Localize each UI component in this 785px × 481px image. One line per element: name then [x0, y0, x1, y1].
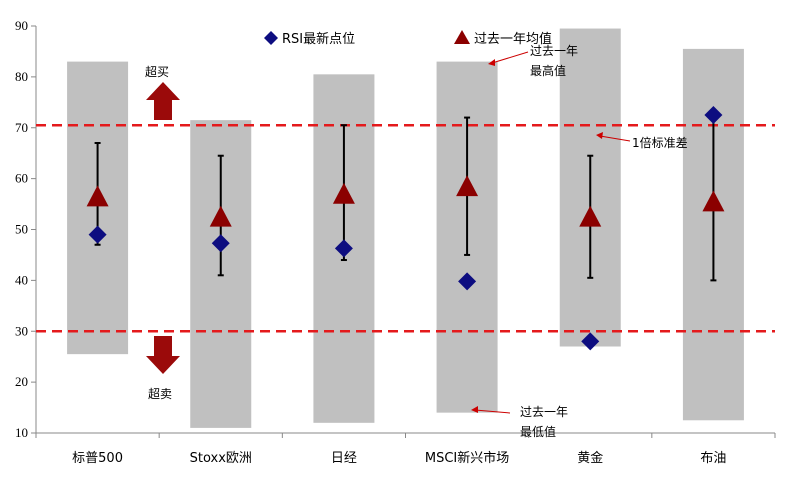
mean-markers	[86, 175, 725, 227]
annotation-min-line2: 最低值	[520, 424, 556, 439]
legend-mean-label: 过去一年均值	[474, 31, 552, 47]
y-tick-labels: 10 20 30 40 50 60 70 80 90	[15, 18, 28, 440]
rsi-marker-5	[704, 106, 723, 125]
mean-marker-2	[332, 182, 355, 204]
oversold-arrow: 超卖	[146, 336, 180, 401]
y-tick-label: 40	[15, 272, 28, 287]
std-error-bars	[94, 116, 717, 282]
annotation-sd: 1倍标准差	[596, 132, 688, 150]
legend-rsi-label: RSI最新点位	[282, 31, 355, 47]
category-label-5: 布油	[700, 451, 726, 466]
rsi-marker-3	[458, 272, 477, 291]
category-label-4: 黄金	[577, 450, 603, 466]
overbought-arrow: 超买	[145, 64, 180, 120]
annotation-max: 过去一年 最高值	[488, 44, 578, 78]
legend: RSI最新点位 过去一年均值	[264, 30, 552, 47]
y-tick-label: 10	[15, 425, 28, 440]
rsi-marker-2	[334, 239, 353, 258]
legend-mean-marker	[454, 30, 470, 44]
annotation-sd-label: 1倍标准差	[632, 135, 688, 150]
mean-marker-5	[702, 190, 725, 212]
y-tick-label: 20	[15, 374, 28, 389]
mean-marker-0	[86, 185, 109, 207]
annotation-min-line1: 过去一年	[520, 405, 568, 419]
up-arrow-icon	[146, 82, 180, 120]
y-tick-label: 70	[15, 120, 28, 135]
annotation-max-line1: 过去一年	[530, 44, 578, 58]
oversold-label: 超卖	[148, 386, 172, 401]
axes	[31, 25, 776, 438]
threshold-lines	[36, 123, 775, 333]
category-label-2: 日经	[331, 451, 357, 466]
rsi-marker-1	[211, 234, 230, 253]
x-category-labels: 标普500 Stoxx欧洲 日经 MSCI新兴市场 黄金 布油	[72, 450, 726, 466]
rsi-marker-4	[581, 332, 600, 351]
rsi-markers	[88, 106, 723, 351]
down-arrow-icon	[146, 336, 180, 374]
y-tick-label: 30	[15, 323, 28, 338]
category-label-0: 标普500	[72, 451, 123, 466]
legend-rsi-marker	[264, 31, 278, 45]
y-tick-label: 80	[15, 69, 28, 84]
y-tick-label: 50	[15, 222, 28, 237]
mean-marker-3	[456, 175, 479, 197]
mean-marker-4	[579, 205, 602, 227]
annotation-min: 过去一年 最低值	[471, 405, 568, 439]
rsi-marker-0	[88, 225, 107, 244]
y-tick-label: 90	[15, 18, 28, 33]
category-label-3: MSCI新兴市场	[425, 450, 509, 466]
overbought-label: 超买	[145, 64, 169, 79]
mean-marker-1	[209, 205, 232, 227]
y-tick-label: 60	[15, 171, 28, 186]
category-label-1: Stoxx欧洲	[190, 451, 252, 466]
annotation-max-line2: 最高值	[530, 63, 566, 78]
